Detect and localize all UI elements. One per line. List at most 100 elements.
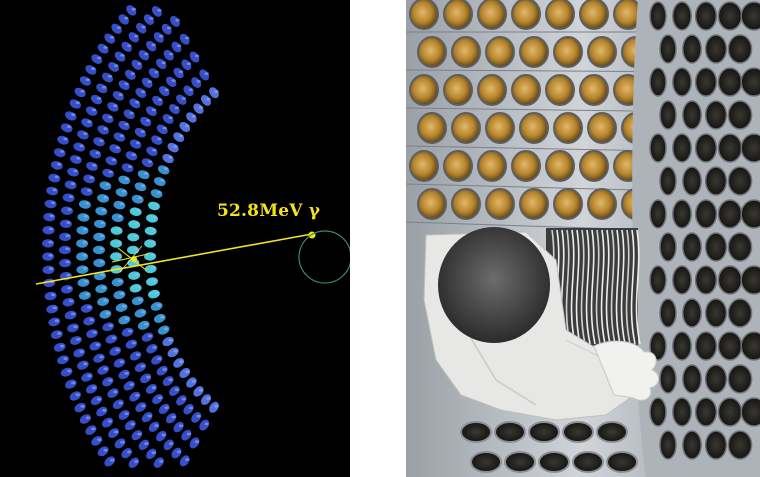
crystal-module xyxy=(131,59,143,70)
crystal-module xyxy=(137,320,150,330)
pmt-tube xyxy=(727,232,753,262)
crystal-module xyxy=(201,95,211,106)
pmt-tube xyxy=(672,133,692,163)
crystal-module xyxy=(115,188,128,197)
pmt-tube xyxy=(649,397,667,427)
pmt-tube xyxy=(649,133,667,163)
crystal-module xyxy=(42,225,55,235)
crystal-module xyxy=(131,296,144,306)
crystal-module xyxy=(157,325,170,335)
crystal-module xyxy=(148,421,160,432)
crystal-module xyxy=(44,199,57,209)
crystal-module xyxy=(169,385,180,396)
crystal-module xyxy=(134,182,147,192)
pmt-tube xyxy=(717,397,743,427)
crystal-module xyxy=(95,284,108,294)
crystal-module xyxy=(78,200,91,209)
crystal-module xyxy=(171,41,182,53)
crystal-module xyxy=(78,291,91,300)
crystal-module xyxy=(179,455,190,467)
pmt-tube xyxy=(694,265,718,295)
crystal-module xyxy=(144,239,157,248)
pmt-tube xyxy=(553,112,583,144)
pmt-tube xyxy=(682,364,702,394)
crystal-module xyxy=(74,87,86,98)
crystal-module xyxy=(118,175,131,185)
pmt-tube xyxy=(694,199,718,229)
crystal-module xyxy=(129,139,142,149)
crystal-module xyxy=(199,419,210,431)
crystal-module xyxy=(176,94,187,105)
pmt-tube xyxy=(659,298,677,328)
pmt-tube xyxy=(717,331,743,361)
crystal-module xyxy=(59,232,72,242)
pmt-tube xyxy=(649,199,667,229)
pmt-tube xyxy=(477,150,507,182)
crystal-module xyxy=(118,80,130,91)
crystal-module xyxy=(128,220,141,229)
crystal-module xyxy=(141,412,153,423)
pmt-tube xyxy=(659,364,677,394)
pmt-tube xyxy=(704,430,728,460)
pmt-tube xyxy=(717,133,743,163)
pmt-tube xyxy=(417,36,447,68)
crystal-module xyxy=(134,127,147,138)
crystal-module xyxy=(97,297,110,306)
crystal-module xyxy=(181,59,192,71)
pmt-tube xyxy=(649,265,667,295)
crystal-module xyxy=(93,232,106,242)
crystal-module xyxy=(138,439,150,450)
pmt-wall-side xyxy=(632,0,760,477)
crystal-module xyxy=(79,414,91,424)
crystal-module xyxy=(90,94,103,105)
crystal-module xyxy=(128,271,141,280)
crystal-module xyxy=(123,109,135,120)
crystal-module xyxy=(97,125,109,135)
technician-figure xyxy=(423,227,659,421)
crystal-module xyxy=(112,399,124,410)
crystal-module xyxy=(129,207,142,216)
crystal-module xyxy=(145,106,157,117)
detector-photo xyxy=(406,0,760,477)
pmt-tube xyxy=(727,298,753,328)
crystal-module xyxy=(104,33,116,44)
pmt-tube xyxy=(740,265,760,295)
pmt-tube xyxy=(485,112,515,144)
crystal-module xyxy=(171,447,182,459)
crystal-module xyxy=(146,448,157,460)
crystal-module xyxy=(156,365,168,376)
crystal-module xyxy=(97,194,110,203)
crystal-module xyxy=(102,168,115,178)
crystal-module xyxy=(121,327,134,337)
crystal-module xyxy=(96,406,108,417)
crystal-module xyxy=(131,430,143,441)
pmt-tube xyxy=(740,397,760,427)
crystal-module xyxy=(162,336,174,347)
crystal-module xyxy=(152,95,163,106)
crystal-module xyxy=(118,14,129,25)
crystal-module xyxy=(148,289,160,299)
crystal-module xyxy=(111,213,124,223)
crystal-module xyxy=(69,99,81,109)
pmt-tube xyxy=(682,100,702,130)
crystal-module xyxy=(148,201,160,211)
crystal-module xyxy=(77,278,90,287)
crystal-module xyxy=(90,395,103,406)
pmt-tube xyxy=(553,188,583,220)
pmt-tube xyxy=(717,199,743,229)
pmt-tube xyxy=(579,74,609,106)
pmt-tube xyxy=(659,34,677,64)
crystal-module xyxy=(108,428,120,439)
pmt-tube xyxy=(672,199,692,229)
crystal-module xyxy=(102,322,115,332)
crystal-module xyxy=(83,174,96,184)
pmt-tube xyxy=(704,34,728,64)
crystal-module xyxy=(96,83,108,94)
crystal-module xyxy=(173,132,185,142)
crystal-module xyxy=(156,58,167,70)
crystal-module xyxy=(43,212,56,222)
crystal-module xyxy=(161,23,172,35)
pmt-tube xyxy=(727,34,753,64)
crystal-module xyxy=(85,384,98,394)
crystal-module xyxy=(113,132,126,142)
